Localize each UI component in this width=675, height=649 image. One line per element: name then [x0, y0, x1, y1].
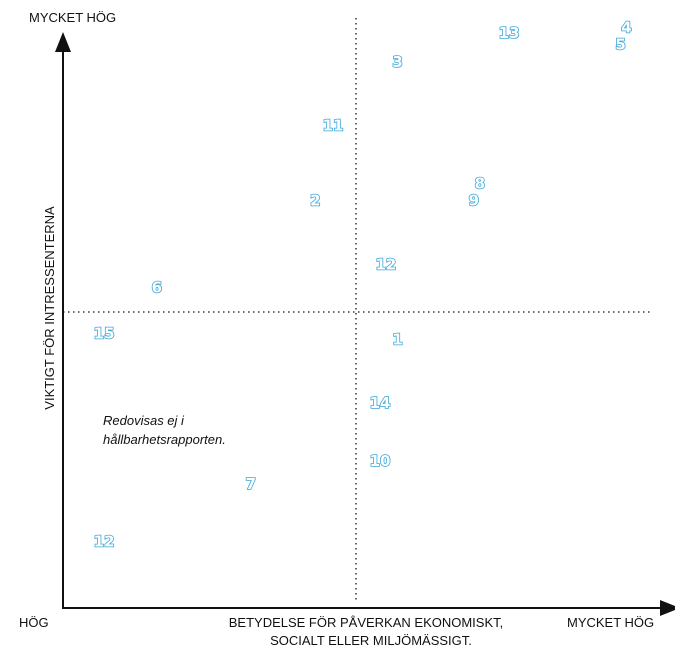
y-axis-title: VIKTIGT FÖR INTRESSENTERNA: [42, 206, 57, 410]
x-axis-left-label: HÖG: [19, 615, 49, 630]
data-point-4: 4: [621, 18, 631, 36]
data-point-8: 8: [475, 174, 485, 192]
x-axis-title-line-2: SOCIALT ELLER MILJÖMÄSSIGT.: [270, 633, 472, 648]
data-point-3: 3: [392, 53, 402, 71]
data-point-12: 12: [94, 533, 115, 551]
data-point-10: 10: [370, 452, 391, 470]
data-point-12: 12: [375, 255, 396, 273]
x-axis-title-line-1: BETYDELSE FÖR PÅVERKAN EKONOMISKT,: [229, 615, 504, 630]
annotation-line-2: hållbarhetsrapporten.: [103, 432, 226, 447]
data-point-13: 13: [499, 24, 520, 42]
data-point-15: 15: [94, 325, 115, 343]
data-points-layer: 13 45 3 11 89 2 12 6 15 1 14 10 7 12: [93, 17, 633, 551]
y-axis-top-label: MYCKET HÖG: [29, 10, 116, 25]
data-point-2: 2: [310, 192, 320, 210]
data-point-11: 11: [323, 117, 344, 135]
data-point-14: 14: [370, 394, 391, 412]
data-point-7: 7: [246, 475, 256, 493]
data-point-5: 5: [615, 36, 625, 54]
data-point-9: 9: [469, 192, 479, 210]
x-axis-right-label: MYCKET HÖG: [567, 615, 654, 630]
annotation-line-1: Redovisas ej i: [103, 413, 185, 428]
data-point-1: 1: [392, 330, 402, 348]
data-point-6: 6: [152, 278, 162, 296]
